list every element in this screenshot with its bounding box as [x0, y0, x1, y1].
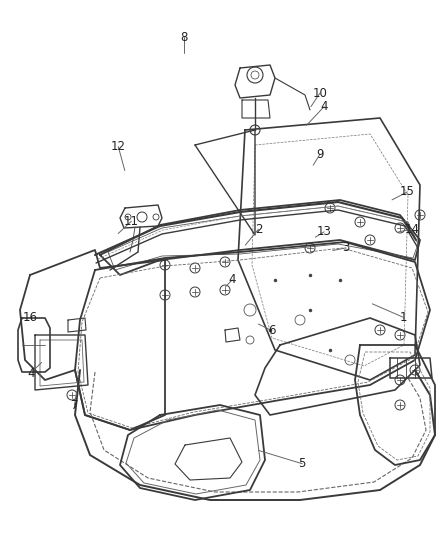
Text: 4: 4: [27, 367, 35, 379]
Text: 12: 12: [111, 140, 126, 153]
Text: 15: 15: [400, 185, 415, 198]
Text: 3: 3: [343, 241, 350, 254]
Text: 4: 4: [320, 100, 328, 113]
Text: 9: 9: [316, 148, 324, 161]
Text: 16: 16: [23, 311, 38, 324]
Text: 2: 2: [254, 223, 262, 236]
Text: 5: 5: [299, 457, 306, 470]
Text: 6: 6: [268, 324, 276, 337]
Text: 13: 13: [317, 225, 332, 238]
Text: 14: 14: [404, 223, 419, 236]
Text: 11: 11: [124, 215, 139, 228]
Text: 1: 1: [399, 311, 407, 324]
Text: 10: 10: [312, 87, 327, 100]
Text: 8: 8: [180, 31, 187, 44]
Text: 7: 7: [71, 399, 78, 411]
Text: 4: 4: [228, 273, 236, 286]
